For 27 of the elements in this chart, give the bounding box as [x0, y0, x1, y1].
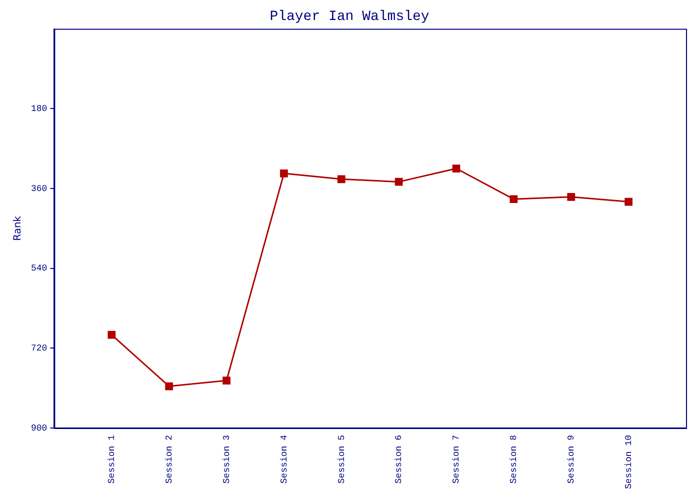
point [280, 169, 288, 178]
x-tick-label: Session 5 [336, 434, 347, 484]
point [165, 382, 174, 390]
y-tick-label: 180 [31, 104, 48, 114]
x-tick-label: Session 6 [394, 434, 404, 484]
x-tick-label: Session 4 [279, 434, 290, 484]
x-tick-label: Session 9 [566, 434, 577, 484]
point [624, 198, 632, 206]
x-tick-label: Session 8 [509, 434, 520, 484]
x-tick-label: Session 7 [452, 434, 462, 484]
y-axis-title: Rank [12, 216, 24, 241]
x-tick-label: Session 10 [624, 434, 634, 490]
y-tick-label: 360 [31, 184, 48, 194]
x-tick-label: Session 3 [222, 434, 232, 484]
point [452, 164, 460, 172]
x-tick-label: Session 2 [164, 434, 174, 484]
point [222, 376, 230, 384]
chart-title: Player Ian Walmsley [270, 9, 430, 26]
point [108, 330, 116, 339]
point [567, 192, 576, 201]
y-tick-label: 540 [31, 264, 48, 274]
point [510, 195, 518, 204]
point [337, 175, 346, 184]
y-tick-label: 900 [31, 423, 48, 434]
y-tick-label: 720 [31, 344, 48, 354]
x-tick-label: Session 1 [107, 434, 118, 484]
point [394, 178, 403, 186]
